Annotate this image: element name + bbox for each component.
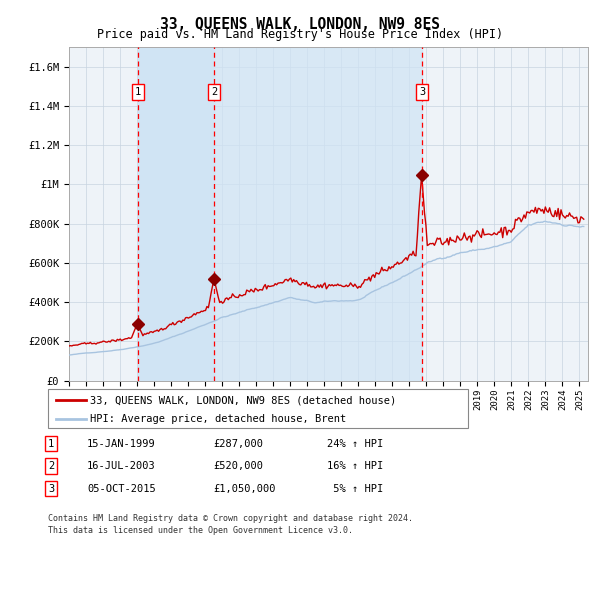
Text: £520,000: £520,000 — [213, 461, 263, 471]
FancyBboxPatch shape — [48, 389, 468, 428]
Text: 1: 1 — [134, 87, 141, 97]
Text: 1: 1 — [48, 439, 54, 448]
Text: 33, QUEENS WALK, LONDON, NW9 8ES (detached house): 33, QUEENS WALK, LONDON, NW9 8ES (detach… — [90, 395, 396, 405]
Text: £1,050,000: £1,050,000 — [213, 484, 275, 493]
Text: 3: 3 — [419, 87, 425, 97]
Text: 24% ↑ HPI: 24% ↑ HPI — [327, 439, 383, 448]
Text: This data is licensed under the Open Government Licence v3.0.: This data is licensed under the Open Gov… — [48, 526, 353, 535]
Text: Contains HM Land Registry data © Crown copyright and database right 2024.: Contains HM Land Registry data © Crown c… — [48, 514, 413, 523]
Text: 5% ↑ HPI: 5% ↑ HPI — [327, 484, 383, 493]
Bar — [214, 47, 422, 381]
Text: £287,000: £287,000 — [213, 439, 263, 448]
Text: 2: 2 — [48, 461, 54, 471]
Text: 05-OCT-2015: 05-OCT-2015 — [87, 484, 156, 493]
Text: 16-JUL-2003: 16-JUL-2003 — [87, 461, 156, 471]
Text: 16% ↑ HPI: 16% ↑ HPI — [327, 461, 383, 471]
Text: Price paid vs. HM Land Registry's House Price Index (HPI): Price paid vs. HM Land Registry's House … — [97, 28, 503, 41]
Text: HPI: Average price, detached house, Brent: HPI: Average price, detached house, Bren… — [90, 414, 346, 424]
Bar — [138, 47, 214, 381]
Text: 15-JAN-1999: 15-JAN-1999 — [87, 439, 156, 448]
Text: 2: 2 — [211, 87, 217, 97]
Text: 33, QUEENS WALK, LONDON, NW9 8ES: 33, QUEENS WALK, LONDON, NW9 8ES — [160, 17, 440, 31]
Text: 3: 3 — [48, 484, 54, 493]
